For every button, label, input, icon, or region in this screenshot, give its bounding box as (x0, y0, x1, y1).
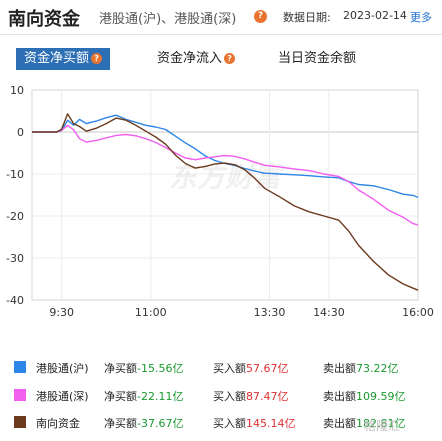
sell-label: 卖出额 (323, 390, 356, 403)
x-tick-label: 11:00 (135, 306, 167, 319)
tab-net-buy-label: 资金净买额 (24, 51, 90, 66)
buy-label: 买入额 (213, 362, 246, 375)
y-tick-label: -40 (6, 294, 24, 307)
legend-row-hu: 港股通(沪) 净买额-15.56亿 买入额57.67亿 卖出额73.22亿 (0, 358, 442, 378)
help-icon[interactable]: ? (91, 53, 103, 64)
sell-value: 73.22亿 (356, 362, 399, 375)
x-tick-label: 9:30 (49, 306, 74, 319)
tab-balance[interactable]: 当日资金余额 (278, 48, 356, 70)
legend-name: 港股通(深) (36, 390, 89, 403)
plot-frame (31, 89, 419, 301)
buy-value: 87.47亿 (246, 390, 289, 403)
corner-badge: 格隆汇 (364, 419, 401, 433)
header: 南向资金 港股通(沪)、港股通(深) ? 数据日期: 2023-02-14 更多 (0, 0, 442, 35)
net-label: 净买额 (104, 390, 137, 403)
series-line (32, 113, 419, 291)
date-value: 2023-02-14 (343, 9, 407, 22)
legend-row-south: 南向资金 净买额-37.67亿 买入额145.14亿 卖出额182.81亿 (0, 413, 442, 433)
net-value: -37.67亿 (137, 417, 184, 430)
line-chart: 100-10-20-30-409:30 11:00 13:30 14:30 16:00东… (6, 84, 434, 319)
tab-net-inflow[interactable]: 资金净流入? (157, 48, 236, 70)
y-tick-label: -10 (6, 168, 24, 181)
y-tick-label: -20 (6, 210, 24, 223)
page-subtitle: 港股通(沪)、港股通(深) (99, 12, 237, 27)
y-tick-label: 10 (10, 84, 24, 97)
net-label: 净买额 (104, 362, 137, 375)
legend-swatch-shen (14, 389, 26, 401)
page-title: 南向资金 (8, 9, 80, 30)
net-value: -15.56亿 (137, 362, 184, 375)
tab-balance-label: 当日资金余额 (278, 51, 357, 66)
y-tick-label: 0 (17, 126, 24, 139)
legend-name: 港股通(沪) (36, 362, 89, 375)
sell-value: 109.59亿 (356, 390, 406, 403)
buy-label: 买入额 (213, 417, 246, 430)
x-tick-label: 14:30 (313, 306, 345, 319)
x-tick-label: 13:30 (254, 306, 286, 319)
legend-swatch-south (14, 416, 26, 428)
y-tick-label: -30 (6, 252, 24, 265)
legend-row-shen: 港股通(深) 净买额-22.11亿 买入额87.47亿 卖出额109.59亿 (0, 386, 442, 406)
legend-name: 南向资金 (36, 417, 80, 430)
net-label: 净买额 (104, 417, 137, 430)
sell-label: 卖出额 (323, 417, 356, 430)
legend-swatch-hu (14, 361, 26, 373)
sell-label: 卖出额 (323, 362, 356, 375)
buy-value: 145.14亿 (246, 417, 296, 430)
tab-net-inflow-label: 资金净流入 (157, 51, 223, 66)
buy-label: 买入额 (213, 390, 246, 403)
more-link[interactable]: 更多 (410, 11, 432, 24)
sell-value: 182.81亿 (356, 417, 406, 430)
help-icon[interactable]: ? (254, 10, 267, 23)
buy-value: 57.67亿 (246, 362, 289, 375)
net-value: -22.11亿 (137, 390, 184, 403)
series-line (32, 124, 419, 226)
date-label: 数据日期: (283, 11, 331, 24)
tab-net-buy[interactable]: 资金净买额? (16, 48, 111, 70)
x-tick-label: 16:00 (402, 306, 434, 319)
help-icon[interactable]: ? (224, 53, 236, 64)
